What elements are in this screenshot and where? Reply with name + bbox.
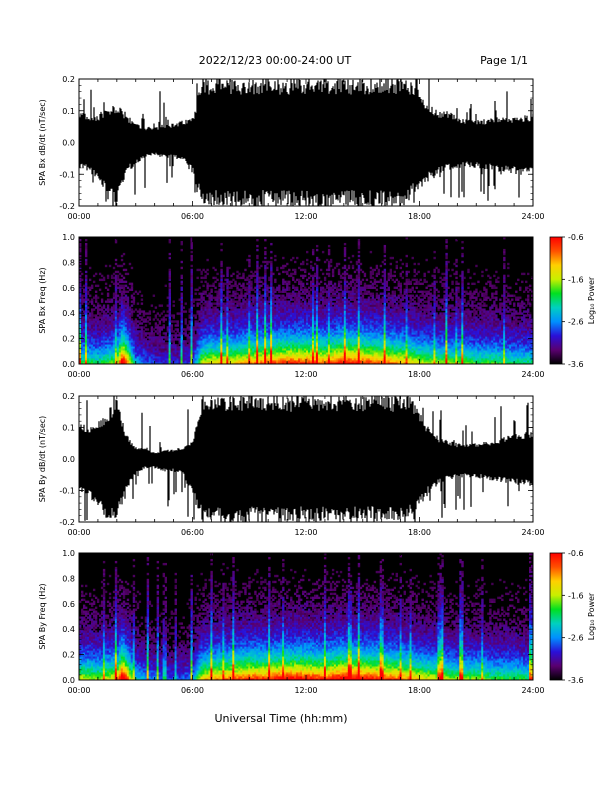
x-tick-label: 24:00	[521, 528, 544, 537]
y-tick-label: 0.2	[62, 392, 75, 401]
x-tick-label: 06:00	[181, 212, 204, 221]
y-axis-label: SPA By Freq (Hz)	[38, 583, 47, 649]
y-tick-label: -0.1	[59, 170, 75, 179]
y-tick-label: 0.0	[62, 360, 75, 369]
y-tick-label: 0.0	[62, 676, 75, 685]
y-tick-label: 0.4	[62, 309, 75, 318]
x-tick-label: 00:00	[67, 370, 90, 379]
y-tick-label: 0.6	[62, 284, 75, 293]
colorbar	[550, 553, 562, 680]
x-tick-label: 06:00	[181, 686, 204, 695]
panel-1: 00:00 06:00 12:00 18:00 24:00 0.2 0.1 0.0 -0.1 -0…	[38, 73, 545, 221]
x-tick-label: 00:00	[67, 686, 90, 695]
y-tick-label: 1.0	[62, 549, 75, 558]
y-tick-label: 0.4	[62, 625, 75, 634]
x-tick-label: 12:00	[294, 528, 317, 537]
x-tick-label: 24:00	[521, 370, 544, 379]
y-tick-label: 0.1	[62, 107, 75, 116]
y-tick-label: 0.1	[62, 424, 75, 433]
figure-title: 2022/12/23 00:00-24:00 UT	[199, 54, 352, 67]
panel-2: -0.6 -1.6 -2.6 -3.6 Log₁₀ Power 00:00 06:00 12:…	[38, 233, 596, 379]
panel-3: 00:00 06:00 12:00 18:00 24:00 0.2 0.1 0.0 -0.1 -0…	[38, 390, 545, 537]
x-tick-label: 24:00	[521, 212, 544, 221]
panel-4: -0.6 -1.6 -2.6 -3.6 Log₁₀ Power 00:00 06:00 12:…	[38, 549, 596, 695]
y-tick-label: -0.2	[59, 202, 75, 211]
y-tick-label: 0.0	[62, 455, 75, 464]
y-axis-label: SPA Bx dB/dt (nT/sec)	[38, 99, 47, 186]
y-tick-label: -0.2	[59, 518, 75, 527]
panels: 00:00 06:00 12:00 18:00 24:00 0.2 0.1 0.0 -0.1 -0…	[38, 73, 596, 695]
x-tick-label: 00:00	[67, 212, 90, 221]
colorbar	[550, 237, 562, 364]
colorbar-tick-label: -2.6	[568, 634, 584, 643]
page-number: Page 1/1	[480, 54, 528, 67]
x-tick-label: 06:00	[181, 528, 204, 537]
colorbar-label: Log₁₀ Power	[587, 276, 596, 324]
x-tick-label: 06:00	[181, 370, 204, 379]
colorbar-tick-label: -3.6	[568, 360, 584, 369]
y-tick-label: 1.0	[62, 233, 75, 242]
y-tick-label: -0.1	[59, 487, 75, 496]
y-axis-label: SPA By dB/dt (nT/sec)	[38, 416, 47, 503]
colorbar-label: Log₁₀ Power	[587, 592, 596, 640]
colorbar-tick-label: -0.6	[568, 549, 584, 558]
x-axis-title: Universal Time (hh:mm)	[215, 712, 348, 725]
y-axis-label: SPA Bx Freq (Hz)	[38, 267, 47, 333]
y-tick-label: 0.2	[62, 335, 75, 344]
y-tick-label: 0.8	[62, 574, 75, 583]
colorbar-tick-label: -1.6	[568, 591, 584, 600]
x-tick-label: 24:00	[521, 686, 544, 695]
y-tick-label: 0.8	[62, 258, 75, 267]
x-tick-label: 18:00	[408, 528, 431, 537]
colorbar-tick-label: -2.6	[568, 318, 584, 327]
colorbar-tick-label: -1.6	[568, 275, 584, 284]
y-tick-label: 0.2	[62, 651, 75, 660]
x-tick-label: 12:00	[294, 686, 317, 695]
x-tick-label: 18:00	[408, 370, 431, 379]
x-tick-label: 12:00	[294, 212, 317, 221]
x-tick-label: 12:00	[294, 370, 317, 379]
x-tick-label: 18:00	[408, 212, 431, 221]
y-tick-label: 0.0	[62, 139, 75, 148]
y-tick-label: 0.6	[62, 600, 75, 609]
x-tick-label: 18:00	[408, 686, 431, 695]
colorbar-tick-label: -3.6	[568, 676, 584, 685]
x-tick-label: 00:00	[67, 528, 90, 537]
colorbar-tick-label: -0.6	[568, 233, 584, 242]
y-tick-label: 0.2	[62, 75, 75, 84]
